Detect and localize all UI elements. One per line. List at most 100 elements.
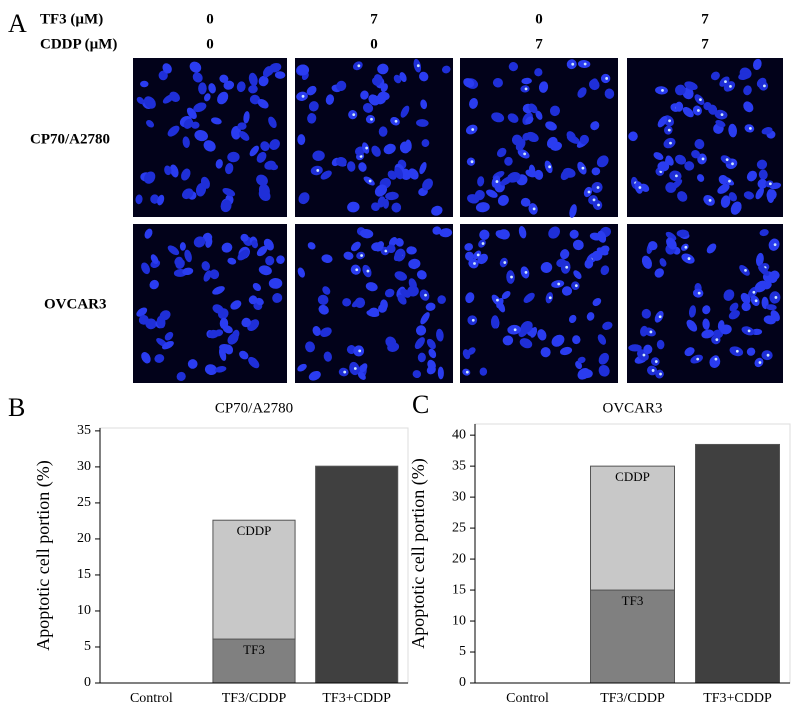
nucleus <box>728 192 737 202</box>
nucleus <box>191 121 200 129</box>
nucleus <box>740 292 751 304</box>
nucleus <box>320 170 332 180</box>
nucleus <box>412 370 422 379</box>
x-tick-label: TF3/CDDP <box>600 691 665 706</box>
nucleus <box>582 369 593 379</box>
nucleus <box>265 255 275 266</box>
nucleus <box>490 315 499 329</box>
apoptotic-body <box>649 330 653 334</box>
nucleus <box>322 286 331 295</box>
nucleus <box>397 294 407 305</box>
nucleus <box>665 231 677 241</box>
nucleus <box>591 167 601 176</box>
y-tick-label: 15 <box>452 582 466 597</box>
nucleus <box>507 171 521 183</box>
nucleus <box>150 194 160 204</box>
nucleus <box>318 304 329 315</box>
nucleus <box>209 269 220 280</box>
apoptotic-body <box>365 146 369 150</box>
nucleus <box>572 335 581 345</box>
nucleus <box>391 202 402 213</box>
nucleus <box>256 245 268 257</box>
nucleus <box>395 238 404 247</box>
nucleus <box>728 123 737 138</box>
apoptotic-body <box>565 265 569 269</box>
nucleus <box>653 152 664 161</box>
nucleus <box>203 93 211 102</box>
nucleus <box>136 96 145 105</box>
nucleus <box>218 347 227 361</box>
nucleus <box>474 189 485 201</box>
nucleus <box>508 62 519 72</box>
nucleus <box>756 159 768 170</box>
nucleus <box>208 83 216 94</box>
nucleus <box>274 71 286 79</box>
condition-value: 0 <box>206 36 214 52</box>
nucleus <box>682 106 694 118</box>
nucleus <box>394 166 404 180</box>
nucleus <box>441 65 451 74</box>
bar-label: CDDP <box>615 469 650 484</box>
nucleus <box>666 237 677 250</box>
nucleus <box>212 304 224 314</box>
nucleus <box>141 352 151 364</box>
nucleus <box>758 265 770 276</box>
nucleus <box>416 119 429 127</box>
nucleus <box>325 94 335 105</box>
nucleus <box>384 288 395 298</box>
apoptotic-body <box>654 360 658 363</box>
nucleus <box>193 236 206 248</box>
nucleus <box>479 229 490 240</box>
nucleus <box>305 341 315 353</box>
nucleus <box>227 257 237 265</box>
apoptotic-body <box>697 291 701 295</box>
y-tick-label: 35 <box>77 423 91 438</box>
apoptotic-body <box>471 128 475 131</box>
y-axis-label: Apoptotic cell portion (%) <box>408 458 429 648</box>
nucleus <box>465 292 475 304</box>
bar <box>212 519 296 640</box>
nucleus <box>378 126 388 137</box>
nucleus <box>628 344 642 352</box>
apoptotic-body <box>524 87 528 91</box>
nucleus <box>159 310 171 321</box>
apoptotic-body <box>597 203 600 207</box>
apoptotic-body <box>495 180 499 183</box>
nucleus <box>648 241 658 251</box>
nucleus <box>167 125 180 137</box>
nucleus <box>400 288 411 298</box>
nucleus <box>754 280 768 293</box>
apoptotic-body <box>316 169 320 172</box>
condition-value: 7 <box>701 36 709 52</box>
nucleus <box>164 331 174 341</box>
nucleus <box>561 286 573 296</box>
nucleus <box>537 329 547 341</box>
panel-label: A <box>8 9 27 38</box>
nucleus <box>465 251 475 261</box>
nucleus <box>237 249 250 261</box>
nucleus <box>408 258 421 270</box>
nucleus <box>535 110 543 120</box>
nucleus <box>420 99 428 110</box>
nucleus <box>357 371 366 380</box>
nucleus <box>425 302 436 311</box>
y-tick-label: 25 <box>77 495 91 510</box>
condition-label: CDDP (µM) <box>40 36 117 52</box>
apoptotic-body <box>592 198 596 202</box>
nucleus <box>212 286 225 295</box>
apoptotic-body <box>424 293 427 297</box>
nucleus <box>298 192 310 205</box>
nucleus <box>386 244 396 254</box>
bar <box>590 465 675 591</box>
apoptotic-body <box>503 261 507 264</box>
y-tick-label: 20 <box>452 551 466 566</box>
nucleus <box>688 305 697 318</box>
nucleus <box>746 170 757 182</box>
nucleus <box>181 168 191 181</box>
bar <box>212 638 296 684</box>
nucleus <box>502 335 514 346</box>
nucleus <box>182 267 194 276</box>
nucleus <box>641 255 653 269</box>
nucleus <box>406 246 417 255</box>
condition-value: 7 <box>370 11 378 27</box>
